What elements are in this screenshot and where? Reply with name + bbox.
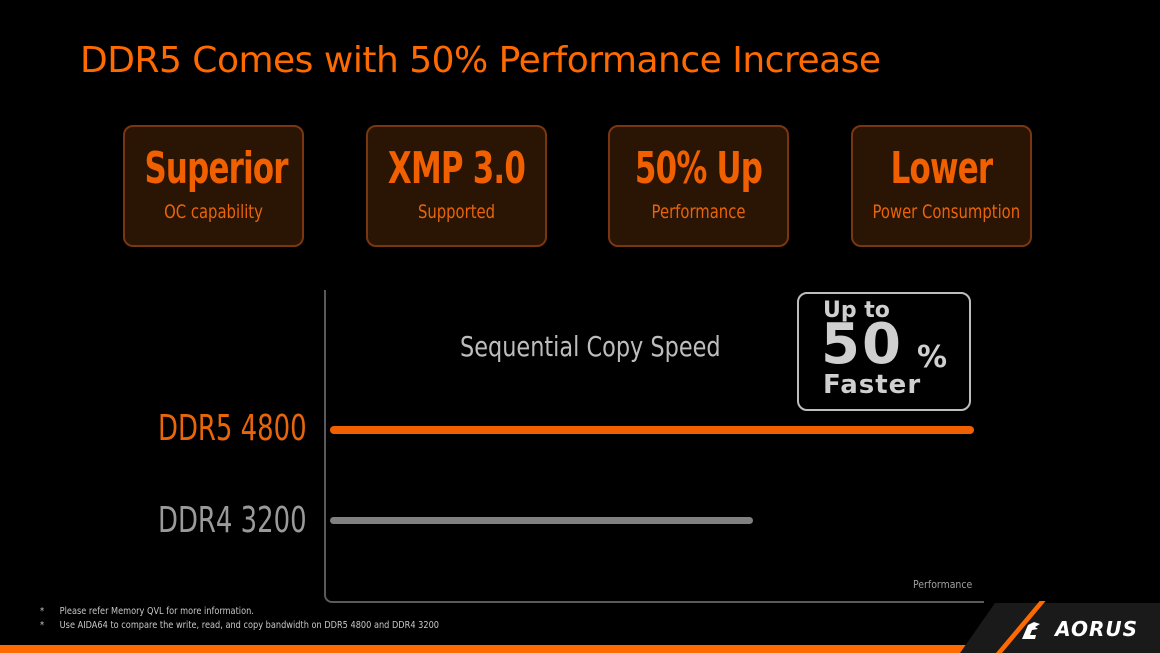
feature-card-oc: Superior OC capability [123, 125, 304, 247]
ddr4-label: DDR4 3200 [158, 500, 307, 541]
footnote-text: Please refer Memory QVL for more informa… [59, 606, 254, 617]
footnote-item: * Use AIDA64 to compare the write, read, … [40, 620, 439, 631]
footnote-bullet: * [40, 620, 45, 631]
logo-panel [960, 603, 1160, 653]
footnote-item: * Please refer Memory QVL for more inform… [40, 606, 439, 617]
aorus-logo: AORUS [1055, 617, 1138, 641]
feature-card-headline: Superior [144, 143, 288, 194]
footnotes: * Please refer Memory QVL for more inform… [40, 606, 439, 634]
badge-number: 50 [821, 312, 903, 377]
feature-card-power: Lower Power Consumption [851, 125, 1032, 247]
x-axis-label: Performance [913, 578, 973, 591]
feature-card-headline: XMP 3.0 [387, 143, 526, 194]
feature-card-caption: Power Consumption [872, 201, 1021, 223]
feature-card-caption: Performance [651, 201, 746, 223]
feature-card-caption: Supported [417, 201, 496, 223]
feature-card-headline: Lower [890, 143, 993, 194]
feature-card-headline: 50% Up [634, 143, 763, 194]
page-title: DDR5 Comes with 50% Performance Increase [80, 40, 881, 81]
footnote-bullet: * [40, 606, 45, 617]
ddr5-bar [330, 426, 974, 434]
aorus-eagle-icon [1022, 622, 1040, 639]
ddr5-label: DDR5 4800 [158, 408, 307, 449]
badge-line3: Faster [823, 370, 922, 400]
chart-title: Sequential Copy Speed [460, 330, 721, 363]
badge-line1: Up to [823, 298, 890, 323]
footnote-text: Use AIDA64 to compare the write, read, a… [59, 620, 440, 631]
bottom-accent-bar [0, 645, 1160, 653]
ddr4-bar [330, 517, 753, 524]
faster-badge: Up to 50 % Faster [797, 292, 971, 411]
feature-card-performance: 50% Up Performance [608, 125, 789, 247]
feature-card-caption: OC capability [164, 201, 263, 223]
badge-percent: % [917, 340, 948, 375]
feature-card-xmp: XMP 3.0 Supported [366, 125, 547, 247]
chart-axes [324, 290, 984, 603]
